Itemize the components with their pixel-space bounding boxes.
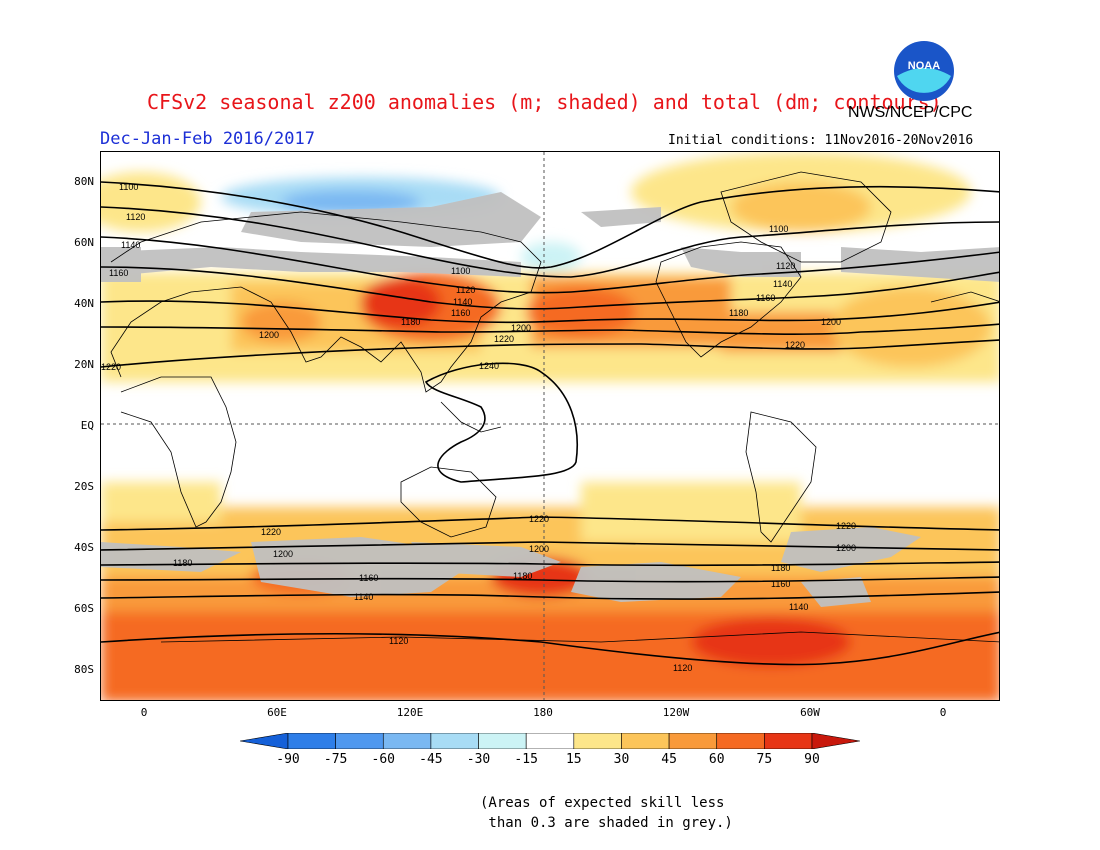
contour-label: 1240 bbox=[479, 361, 499, 371]
contour-label: 1100 bbox=[119, 182, 138, 192]
contour-label: 1180 bbox=[513, 571, 532, 581]
contour-label: 1160 bbox=[756, 293, 775, 303]
lon-tick: 180 bbox=[533, 706, 553, 719]
contour-label: 1220 bbox=[836, 521, 856, 531]
contour-label: 1220 bbox=[261, 527, 281, 537]
colorbar-label: 45 bbox=[661, 752, 677, 767]
contour-label: 1140 bbox=[789, 602, 808, 612]
lon-tick: 0 bbox=[140, 706, 148, 719]
contour-label: 1100 bbox=[769, 224, 788, 234]
height-contours bbox=[101, 181, 999, 666]
contour-label: 1200 bbox=[511, 323, 531, 333]
colorbar-box bbox=[382, 733, 432, 749]
contour-label: 1140 bbox=[121, 240, 140, 250]
colorbar-box bbox=[525, 733, 575, 749]
contour-label: 1100 bbox=[451, 266, 470, 276]
colorbar-label: -60 bbox=[371, 752, 395, 767]
colorbar-box bbox=[764, 733, 813, 749]
colorbar-label: 30 bbox=[613, 752, 630, 767]
contour-label: 1120 bbox=[456, 285, 475, 295]
colorbar-label: -15 bbox=[514, 752, 538, 767]
contour-label: 1160 bbox=[359, 573, 378, 583]
contour-label: 1220 bbox=[785, 340, 805, 350]
colorbar-label: -90 bbox=[276, 752, 300, 767]
colorbar-box bbox=[478, 733, 527, 749]
contour-label: 1160 bbox=[109, 268, 128, 278]
map-svg: 1100 1120 1140 1160 1220 1200 1100 1120 … bbox=[101, 152, 999, 700]
contour-label: 1140 bbox=[354, 592, 373, 602]
lon-tick: 120W bbox=[662, 706, 690, 719]
contour-label: 1200 bbox=[836, 543, 856, 553]
colorbar-label: -30 bbox=[466, 752, 491, 767]
colorbar-label: -75 bbox=[323, 752, 348, 767]
map-panel: 1100 1120 1140 1160 1220 1200 1100 1120 … bbox=[100, 151, 1000, 701]
contour-label: 1220 bbox=[101, 362, 121, 372]
lat-tick: 80N bbox=[74, 175, 94, 188]
map-grid bbox=[101, 152, 999, 700]
contour-label: 1200 bbox=[259, 330, 279, 340]
colorbar-arrow-left bbox=[240, 733, 289, 749]
lon-tick: 60E bbox=[267, 706, 287, 719]
lat-tick: 60N bbox=[74, 236, 94, 249]
colorbar-box bbox=[287, 733, 336, 749]
noaa-logo: NOAA bbox=[894, 41, 954, 101]
colorbar-label: 90 bbox=[804, 752, 820, 767]
contour-label: 1120 bbox=[389, 636, 408, 646]
colorbar-box bbox=[335, 733, 384, 749]
contour-label: 1160 bbox=[771, 579, 790, 589]
contour-label: 1200 bbox=[273, 549, 293, 559]
colorbar-label: -45 bbox=[419, 752, 443, 767]
contour-label: 1120 bbox=[776, 261, 795, 271]
anomaly-shading bbox=[101, 152, 999, 700]
lon-tick: 0 bbox=[939, 706, 947, 719]
colorbar-label: 75 bbox=[756, 752, 773, 767]
lon-tick: 120E bbox=[396, 706, 424, 719]
contour-label: 1140 bbox=[453, 297, 472, 307]
initial-conditions-label: Initial conditions: 11Nov2016-20Nov2016 bbox=[668, 133, 974, 148]
contour-label: 1120 bbox=[673, 663, 692, 673]
contour-label: 1220 bbox=[494, 334, 514, 344]
contour-label: 1140 bbox=[773, 279, 792, 289]
lat-tick: 40S bbox=[74, 541, 94, 554]
contour-label: 1160 bbox=[451, 308, 470, 318]
contour-label: 1120 bbox=[126, 212, 145, 222]
contour-label: 1180 bbox=[729, 308, 748, 318]
contour-labels: 1100 1120 1140 1160 1220 1200 1100 1120 … bbox=[101, 182, 856, 673]
contour-label: 1180 bbox=[401, 317, 420, 327]
colorbar-boxes bbox=[240, 733, 860, 749]
logo-text: NOAA bbox=[908, 60, 940, 72]
colorbar-box bbox=[573, 733, 622, 749]
lat-tick: 40N bbox=[74, 297, 94, 310]
lat-tick: 60S bbox=[74, 602, 94, 615]
skill-note: (Areas of expected skill less than 0.3 a… bbox=[480, 795, 733, 831]
chart-title: CFSv2 seasonal z200 anomalies (m; shaded… bbox=[147, 90, 942, 114]
contour-label: 1200 bbox=[529, 544, 549, 554]
colorbar-box bbox=[430, 733, 479, 749]
colorbar bbox=[240, 733, 860, 749]
coastlines bbox=[110, 171, 999, 643]
colorbar-label: 15 bbox=[565, 752, 582, 767]
contour-label: 1220 bbox=[529, 514, 549, 524]
colorbar-arrow-right bbox=[811, 733, 860, 749]
lat-tick: 20S bbox=[74, 480, 94, 493]
colorbar-box bbox=[621, 733, 670, 749]
contour-label: 1180 bbox=[173, 558, 192, 568]
contour-label: 1200 bbox=[821, 317, 841, 327]
agency-label: NWS/NCEP/CPC bbox=[848, 104, 973, 121]
season-label: Dec-Jan-Feb 2016/2017 bbox=[100, 129, 315, 149]
colorbar-box bbox=[668, 733, 718, 749]
lat-tick: EQ bbox=[80, 419, 94, 432]
colorbar-label: 60 bbox=[708, 752, 725, 767]
lon-tick: 60W bbox=[800, 706, 820, 719]
contour-label: 1180 bbox=[771, 563, 790, 573]
lat-tick: 80S bbox=[74, 663, 94, 676]
lat-tick: 20N bbox=[74, 358, 94, 371]
colorbar-box bbox=[716, 733, 765, 749]
